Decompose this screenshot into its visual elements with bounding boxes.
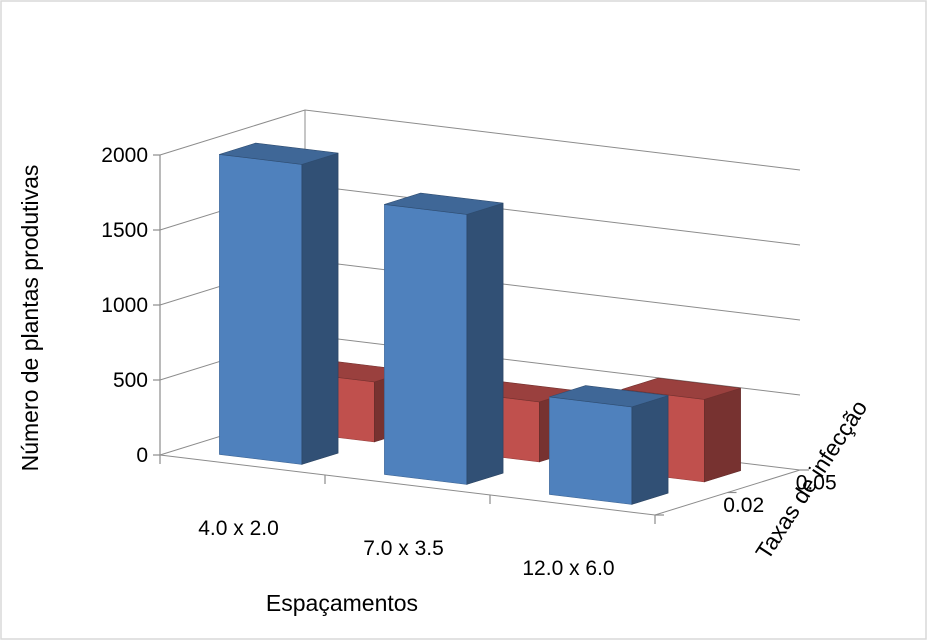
depth-tick-label: 0.05 <box>796 471 837 494</box>
depth-tick-label: 0.02 <box>723 494 764 517</box>
y-axis-title: Número de plantas produtivas <box>17 165 43 472</box>
bar-side-face <box>631 395 669 505</box>
bar-top-face <box>621 377 741 400</box>
bar-top-face <box>549 385 669 408</box>
bar-0.02-4.0 x 2.0 <box>219 142 339 465</box>
tick-labels: 0 500 1000 1500 2000 4.0 x 2.0 7.0 x 3.5 12.0 x… <box>101 144 836 580</box>
bar-side-face <box>704 387 741 483</box>
x-tick-label: 12.0 x 6.0 <box>522 557 614 580</box>
x-tick-label: 7.0 x 3.5 <box>363 537 444 560</box>
series-front <box>219 142 669 505</box>
y-tick-label: 2000 <box>101 144 148 167</box>
bar-front-face <box>384 204 468 485</box>
bar-front-face <box>219 154 303 465</box>
bar-0.02-12.0 x 6.0 <box>549 385 669 505</box>
bar-top-face <box>219 142 339 165</box>
axes <box>153 154 809 524</box>
y-tick-label: 1000 <box>101 294 148 317</box>
bar-side-face <box>466 202 504 485</box>
y-tick-label: 0 <box>136 444 148 467</box>
bar-0.02-7.0 x 3.5 <box>384 192 504 485</box>
y-tick-label: 1500 <box>101 219 148 242</box>
x-tick-label: 4.0 x 2.0 <box>198 517 279 540</box>
y-tick-label: 500 <box>113 369 148 392</box>
x-axis-title: Espaçamentos <box>266 590 418 616</box>
bar-side-face <box>301 152 339 465</box>
bar-front-face <box>549 396 633 505</box>
bar-top-face <box>384 192 504 215</box>
